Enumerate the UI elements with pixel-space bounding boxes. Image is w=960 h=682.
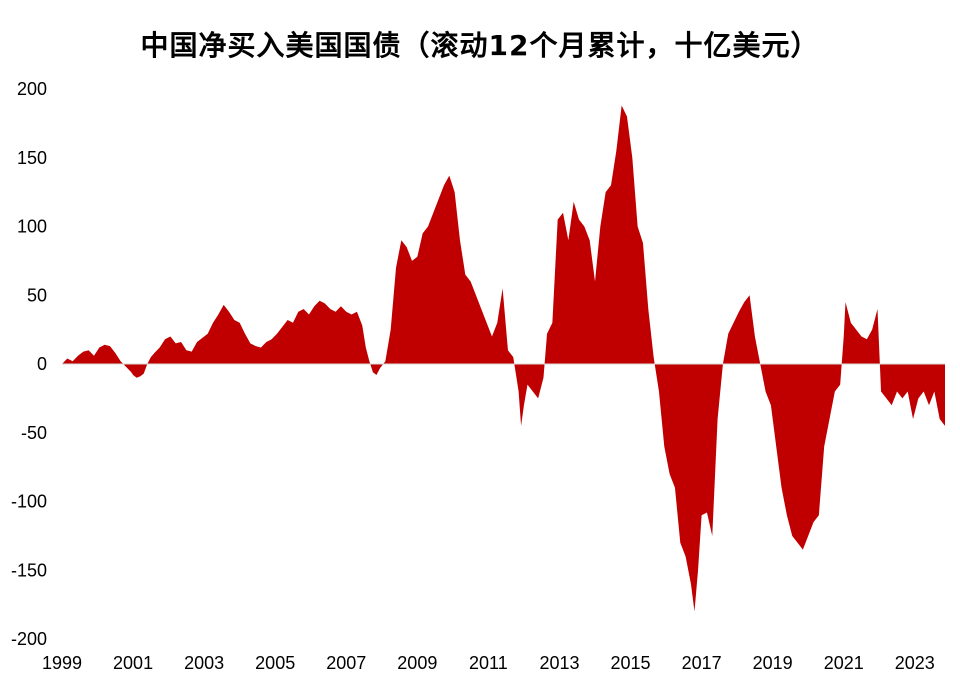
- x-tick-label: 2001: [113, 653, 153, 673]
- chart-title: 中国净买入美国国债（滚动12个月累计，十亿美元）: [140, 29, 820, 62]
- y-tick-label: -200: [11, 629, 47, 649]
- x-tick-label: 1999: [42, 653, 82, 673]
- x-tick-label: 2013: [539, 653, 579, 673]
- area-series-layer: [62, 105, 945, 612]
- y-tick-label: -50: [21, 423, 47, 443]
- x-tick-label: 2019: [753, 653, 793, 673]
- y-axis-ticks: 200 150 100 50 0 -50 -100 -150 -200: [11, 79, 47, 649]
- y-tick-label: -150: [11, 560, 47, 580]
- x-tick-label: 2011: [469, 653, 508, 673]
- area-series: [62, 105, 945, 612]
- x-tick-label: 2007: [326, 653, 366, 673]
- x-tick-label: 2005: [255, 653, 295, 673]
- x-axis-ticks: 1999 2001 2003 2005 2007 2009 2011 2013 2015 2017…: [42, 653, 935, 673]
- y-tick-label: 50: [27, 285, 47, 305]
- x-tick-label: 2003: [184, 653, 224, 673]
- y-tick-label: 0: [37, 354, 47, 374]
- x-tick-label: 2021: [824, 653, 864, 673]
- x-tick-label: 2017: [682, 653, 722, 673]
- y-tick-label: 200: [17, 79, 47, 99]
- y-tick-label: 100: [17, 217, 47, 237]
- y-tick-label: -100: [11, 492, 47, 512]
- x-tick-label: 2009: [397, 653, 437, 673]
- x-tick-label: 2015: [611, 653, 651, 673]
- y-tick-label: 150: [17, 148, 47, 168]
- x-tick-label: 2023: [895, 653, 935, 673]
